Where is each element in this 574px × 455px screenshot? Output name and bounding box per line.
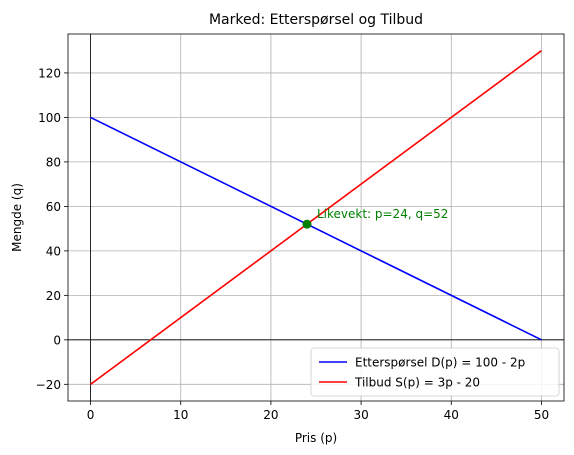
y-tick-label: 100 — [38, 111, 61, 125]
supply-line — [90, 50, 542, 385]
y-tick-label: 0 — [53, 333, 61, 347]
x-tick-label: 30 — [353, 408, 368, 422]
x-axis-ticks: 0 10 20 30 40 50 — [87, 401, 549, 422]
y-tick-label: 20 — [46, 289, 61, 303]
x-tick-label: 10 — [173, 408, 188, 422]
y-tick-label: 60 — [46, 200, 61, 214]
x-tick-label: 20 — [263, 408, 278, 422]
y-axis-label: Mengde (q) — [10, 183, 24, 252]
legend-box — [310, 347, 560, 397]
demand-line — [90, 116, 542, 341]
y-axis-ticks: −20 0 20 40 60 80 100 120 — [36, 66, 68, 392]
y-tick-label: 80 — [46, 155, 61, 169]
equilibrium-group: Likevekt: p=24, q=52 — [302, 207, 448, 229]
chart-title: Marked: Etterspørsel og Tilbud — [209, 12, 423, 28]
x-axis-label: Pris (p) — [295, 431, 337, 445]
y-tick-label: −20 — [36, 378, 61, 392]
x-tick-label: 50 — [534, 408, 549, 422]
legend-label: Tilbud S(p) = 3p - 20 — [354, 376, 480, 390]
x-tick-label: 0 — [87, 408, 95, 422]
equilibrium-point — [302, 219, 312, 229]
y-tick-label: 120 — [38, 66, 61, 80]
y-tick-label: 40 — [46, 244, 61, 258]
equilibrium-label: Likevekt: p=24, q=52 — [317, 207, 448, 221]
legend-label: Etterspørsel D(p) = 100 - 2p — [355, 356, 525, 370]
x-tick-label: 40 — [444, 408, 459, 422]
plot-frame — [67, 33, 565, 402]
legend: Etterspørsel D(p) = 100 - 2p Tilbud S(p) … — [310, 347, 560, 397]
series-group — [90, 50, 542, 385]
